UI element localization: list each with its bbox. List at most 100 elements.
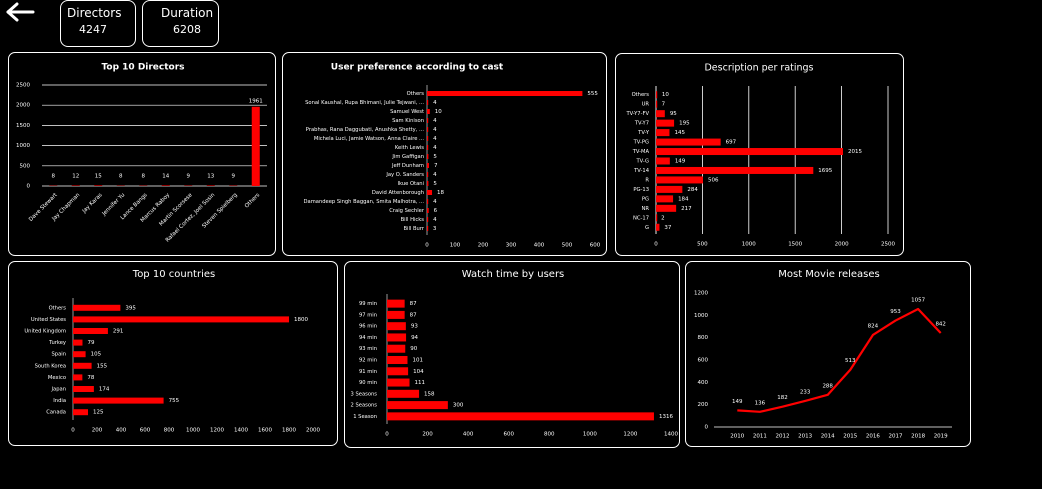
data-label: 506 <box>708 177 719 183</box>
data-label: 1800 <box>294 317 308 323</box>
countries-chart-panel: Top 10 countries 0 200 400 600 800 1000 1200 140… <box>8 261 338 446</box>
data-label: 7 <box>662 102 666 108</box>
y-tick-label: TV-Y7 <box>634 121 649 127</box>
data-label: 95 <box>670 111 677 117</box>
bar <box>94 185 103 186</box>
bar <box>387 310 405 319</box>
data-label: 9 <box>232 174 236 180</box>
bar <box>387 299 405 308</box>
bar <box>656 148 843 156</box>
data-label: 8 <box>142 174 146 180</box>
bar <box>656 166 814 174</box>
data-label: 149 <box>732 399 743 405</box>
data-label: 111 <box>415 380 426 386</box>
kpi-value: 6208 <box>173 23 201 36</box>
y-tick-label: 94 min <box>359 335 377 341</box>
y-tick-label: 92 min <box>359 358 377 364</box>
data-label: 697 <box>726 140 737 146</box>
x-tick-label: 1200 <box>623 432 637 438</box>
data-label: 513 <box>845 358 856 364</box>
x-tick-label: 1200 <box>210 428 224 434</box>
data-label: 136 <box>755 400 766 406</box>
bar <box>73 304 121 311</box>
data-label: 4 <box>433 145 437 151</box>
x-tick-label: 800 <box>164 428 175 434</box>
series-line <box>737 307 942 413</box>
watchtime-chart-svg: Watch time by users 0 200 400 600 800 1000 1200… <box>351 269 679 438</box>
y-tick-label: TV-Y7-FV <box>625 111 649 117</box>
bar <box>656 91 658 99</box>
x-tick-label: 1400 <box>234 428 248 434</box>
y-tick-label: 1200 <box>694 291 708 297</box>
y-tick-label: NR <box>642 206 650 212</box>
x-tick-label: 1000 <box>742 242 756 248</box>
x-tick-label: 400 <box>116 428 127 434</box>
data-label: 1057 <box>911 297 925 303</box>
bar <box>656 204 677 212</box>
bar <box>73 339 83 346</box>
x-tick-label: 2013 <box>798 434 812 440</box>
y-tick-label: Sam Kinison <box>392 118 424 124</box>
y-tick-label: 200 <box>698 402 709 408</box>
data-label: 10 <box>435 109 442 115</box>
data-label: 10 <box>662 92 669 98</box>
data-label: 395 <box>125 305 136 311</box>
chart-title: Most Movie releases <box>778 269 880 280</box>
bar <box>656 110 665 118</box>
data-label: 18 <box>437 190 444 196</box>
x-tick-label: 400 <box>534 243 545 249</box>
data-label: 2015 <box>848 149 862 155</box>
bar <box>427 208 429 213</box>
y-tick-label: TV-14 <box>633 168 650 174</box>
y-tick-label: NC-17 <box>633 215 649 221</box>
y-tick-label: Sonal Kaushal, Rupa Bhimani, Julie Tejwa… <box>305 100 424 106</box>
y-tick-label: 800 <box>698 335 709 341</box>
bar <box>387 344 406 353</box>
data-label: 288 <box>822 383 833 389</box>
y-tick-label: 400 <box>698 380 709 386</box>
data-label: 37 <box>664 225 671 231</box>
y-tick-label: United Kingdom <box>24 329 66 335</box>
x-tick-label: 1400 <box>664 432 678 438</box>
data-label: 90 <box>410 346 417 352</box>
bar <box>656 129 670 137</box>
chart-title: Description per ratings <box>704 63 813 74</box>
x-tick-label: Jay Karas <box>81 192 104 215</box>
data-label: 4 <box>433 172 437 178</box>
y-tick-label: Keith Lewis <box>395 145 424 151</box>
data-label: 104 <box>413 369 424 375</box>
data-label: 1961 <box>249 98 263 104</box>
back-arrow-icon[interactable] <box>4 2 36 28</box>
bar <box>427 100 429 105</box>
data-label: 233 <box>800 389 811 395</box>
y-tick-label: TV-PG <box>633 140 649 146</box>
y-tick-label: India <box>53 398 66 404</box>
data-label: 291 <box>113 329 124 335</box>
bar <box>427 190 433 195</box>
x-tick-label: 2016 <box>866 434 880 440</box>
bar <box>427 181 429 186</box>
watchtime-chart-panel: Watch time by users 0 200 400 600 800 1000 1200… <box>344 261 680 448</box>
x-tick-label: 500 <box>697 242 708 248</box>
y-tick-label: 99 min <box>359 301 377 307</box>
x-tick-label: 1000 <box>186 428 200 434</box>
bar <box>387 367 409 376</box>
releases-chart-svg: Most Movie releases 0 200 400 600 800 1000 1200… <box>694 269 952 440</box>
y-tick-label: Others <box>49 305 67 311</box>
data-label: 4 <box>433 136 437 142</box>
bar <box>73 362 92 369</box>
kpi-value: 4247 <box>79 23 107 36</box>
data-label: 79 <box>87 340 94 346</box>
y-tick-label: 1 Season <box>353 414 377 420</box>
x-tick-label: 0 <box>71 428 75 434</box>
bar <box>427 154 429 159</box>
data-label: 14 <box>162 174 169 180</box>
bar <box>387 378 410 387</box>
directors-chart-svg: Top 10 Directors050010001500200025008Dav… <box>16 63 267 244</box>
x-tick-label: 500 <box>562 243 573 249</box>
y-tick-label: Bill Burr <box>403 226 424 232</box>
x-tick-label: 2011 <box>753 434 767 440</box>
data-label: 5 <box>433 154 437 160</box>
x-tick-label: 2012 <box>776 434 790 440</box>
countries-chart-svg: Top 10 countries 0 200 400 600 800 1000 1200 140… <box>24 269 320 434</box>
